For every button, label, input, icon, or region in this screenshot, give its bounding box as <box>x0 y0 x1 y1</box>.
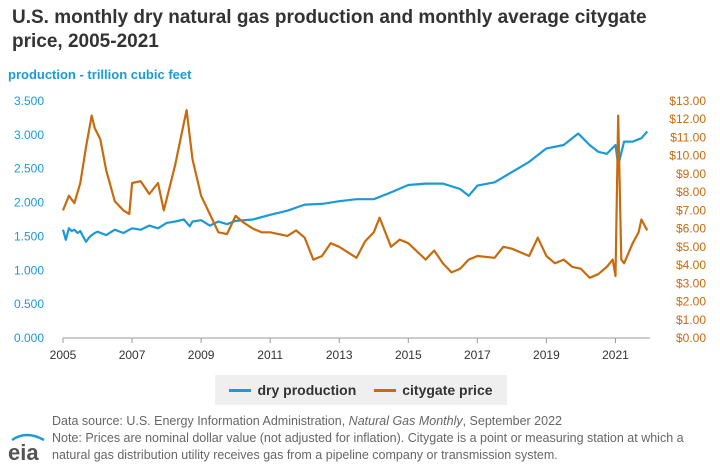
x-tick-label: 2017 <box>464 348 491 362</box>
y2-tick-label: $4.00 <box>676 258 706 272</box>
source-suffix: , September 2022 <box>462 414 562 428</box>
y-tick-label: 2.000 <box>14 196 44 210</box>
x-tick-label: 2021 <box>602 348 629 362</box>
x-tick-label: 2011 <box>257 348 283 362</box>
legend-label-price: citygate price <box>402 382 493 398</box>
y-tick-label: 3.500 <box>14 94 44 108</box>
y2-tick-label: $6.00 <box>676 222 706 236</box>
y2-tick-label: $0.00 <box>676 331 706 345</box>
y2-tick-label: $12.00 <box>669 112 706 126</box>
y-tick-label: 0.000 <box>14 331 44 345</box>
y-tick-label: 3.000 <box>14 128 44 142</box>
legend-item-production: dry production <box>229 382 356 398</box>
x-tick-label: 2013 <box>326 348 353 362</box>
eia-logo: eia <box>8 433 45 464</box>
x-tick-label: 2009 <box>188 348 215 362</box>
y2-tick-label: $9.00 <box>676 167 706 181</box>
y-tick-label: 1.000 <box>14 263 44 277</box>
legend-item-price: citygate price <box>374 382 493 398</box>
y2-tick-label: $8.00 <box>676 185 706 199</box>
x-tick-label: 2015 <box>395 348 422 362</box>
data-source-note: Data source: U.S. Energy Information Adm… <box>52 413 712 430</box>
logo-arc-icon <box>11 433 45 442</box>
chart-title-text: U.S. monthly dry natural gas production … <box>12 7 647 52</box>
price-note: Note: Prices are nominal dollar value (n… <box>52 431 684 462</box>
x-tick-label: 2007 <box>119 348 146 362</box>
y2-tick-label: $3.00 <box>676 276 706 290</box>
series-line-dry-production <box>61 130 649 243</box>
y-axis-label: production - trillion cubic feet <box>8 67 192 82</box>
y2-tick-label: $1.00 <box>676 313 706 327</box>
y2-tick-label: $11.00 <box>670 130 706 144</box>
y2-tick-label: $7.00 <box>676 203 706 217</box>
y2-tick-label: $10.00 <box>669 149 706 163</box>
legend-label-production: dry production <box>257 382 357 398</box>
logo-text: eia <box>8 440 39 464</box>
legend-swatch-production <box>229 388 252 392</box>
y-tick-label: 2.500 <box>14 162 44 176</box>
x-tick-label: 2005 <box>50 348 77 362</box>
y2-tick-label: $2.00 <box>676 295 706 309</box>
chart-title: U.S. monthly dry natural gas production … <box>12 6 702 54</box>
chart-legend: dry production citygate price <box>215 375 507 405</box>
x-tick-label: 2019 <box>533 348 560 362</box>
legend-swatch-price <box>374 388 397 392</box>
series-line-citygate-price <box>61 109 649 279</box>
y-tick-label: 0.500 <box>14 297 44 311</box>
source-publication: Natural Gas Monthly <box>348 414 463 428</box>
chart-notes: Data source: U.S. Energy Information Adm… <box>52 413 712 464</box>
source-prefix: Data source: U.S. Energy Information Adm… <box>52 414 349 428</box>
y2-tick-label: $5.00 <box>676 240 706 254</box>
y-tick-label: 1.500 <box>14 229 44 243</box>
y2-tick-label: $13.00 <box>669 94 706 108</box>
